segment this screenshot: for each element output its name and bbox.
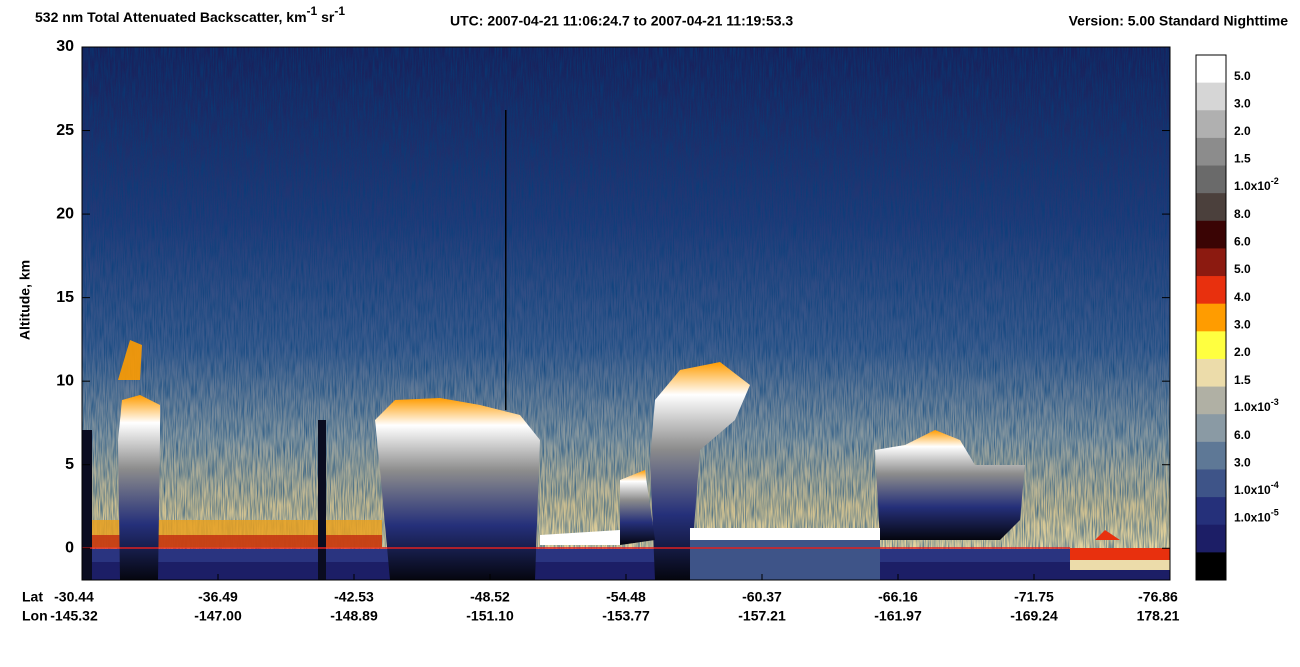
lon-tick-label: -169.24 [1010,608,1058,624]
colorbar-box [1196,248,1226,277]
colorbar-label: 2.0 [1234,345,1251,359]
colorbar-label: 6.0 [1234,235,1251,249]
y-tick-label: 25 [56,122,74,139]
colorbar-label: 1.0x10-5 [1234,508,1279,525]
colorbar-label: 5.0 [1234,69,1251,83]
y-axis-label: Altitude, km [17,260,33,340]
lon-tick-label: -161.97 [874,608,922,624]
version: Version: 5.00 Standard Nighttime [1069,13,1289,29]
lon-tick-label: -147.00 [194,608,242,624]
title-exponent: -1 [307,4,318,18]
colorbar-label: 3.0 [1234,456,1251,470]
colorbar-label-base: 1.0x10 [1234,179,1271,193]
colorbar-label-exponent: -5 [1271,508,1279,518]
colorbar-box [1196,469,1226,498]
colorbar-box [1196,524,1226,553]
colorbar-box [1196,220,1226,249]
colorbar-label: 2.0 [1234,124,1251,138]
title-text: sr [317,9,335,25]
lat-tick-label: -30.44 [54,589,94,605]
y-tick-label: 15 [56,289,74,306]
lon-tick-label: -151.10 [466,608,514,624]
lon-tick-label: 178.21 [1137,608,1180,624]
plot-area [81,46,1171,581]
lat-tick-label: -48.52 [470,589,510,605]
lat-tick-label: -54.48 [606,589,646,605]
lon-label: Lon [22,608,48,624]
colorbar-label-base: 1.0x10 [1234,400,1271,414]
lat-tick-label: -71.75 [1014,589,1054,605]
colorbar-box [1196,414,1226,443]
colorbar-box [1196,55,1226,84]
colorbar-box [1196,441,1226,470]
colorbar-label: 1.0x10-3 [1234,398,1279,415]
lon-tick-label: -148.89 [330,608,378,624]
lat-label: Lat [22,589,43,605]
colorbar-label-base: 1.0x10 [1234,511,1271,525]
colorbar-label: 3.0 [1234,96,1251,110]
colorbar-box [1196,552,1226,581]
colorbar-label: 5.0 [1234,262,1251,276]
colorbar-label-exponent: -3 [1271,398,1279,408]
colorbar-label: 4.0 [1234,290,1251,304]
colorbar-box [1196,193,1226,222]
colorbar-label: 1.0x10-2 [1234,177,1279,194]
colorbar-label-base: 1.0x10 [1234,483,1271,497]
colorbar-box [1196,497,1226,526]
title-text: 532 nm Total Attenuated Backscatter, km [35,9,307,25]
lat-tick-label: -76.86 [1138,589,1178,605]
title-exponent: -1 [334,4,345,18]
colorbar-label: 3.0 [1234,317,1251,331]
lon-tick-label: -153.77 [602,608,650,624]
time-range: UTC: 2007-04-21 11:06:24.7 to 2007-04-21… [450,13,793,29]
colorbar-label: 1.0x10-4 [1234,480,1279,497]
colorbar-label-exponent: -4 [1271,480,1279,490]
colorbar-frame [1195,54,1227,581]
colorbar-label-exponent: -2 [1271,177,1279,187]
y-tick-label: 0 [65,539,74,556]
y-tick-label: 5 [65,456,74,473]
lat-tick-label: -36.49 [198,589,238,605]
clouds [82,110,1170,580]
y-tick-label: 20 [56,205,74,222]
chart-title: 532 nm Total Attenuated Backscatter, km-… [35,4,345,25]
lon-tick-label: -145.32 [50,608,98,624]
colorbar-box [1196,358,1226,388]
lon-tick-label: -157.21 [738,608,786,624]
colorbar-box [1196,331,1226,360]
colorbar-box [1196,165,1226,194]
lat-tick-label: -42.53 [334,589,374,605]
y-tick-label: 10 [56,372,74,389]
y-tick-label: 30 [56,38,74,55]
colorbar-box [1196,276,1226,305]
colorbar-box [1196,303,1226,332]
lat-tick-label: -66.16 [878,589,918,605]
colorbar-box [1196,386,1226,415]
colorbar-box [1196,137,1226,167]
colorbar-label: 1.5 [1234,373,1251,387]
colorbar-box [1196,110,1226,139]
colorbar-label: 6.0 [1234,428,1251,442]
colorbar-label: 1.5 [1234,152,1251,166]
colorbar-label: 8.0 [1234,207,1251,221]
lat-tick-label: -60.37 [742,589,782,605]
colorbar-box [1196,82,1226,111]
